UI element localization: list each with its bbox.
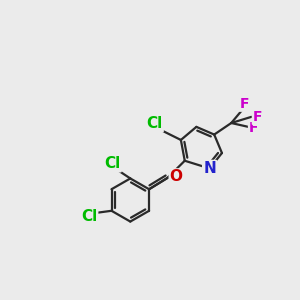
Text: Cl: Cl xyxy=(104,156,121,171)
Text: O: O xyxy=(170,169,183,184)
Text: F: F xyxy=(253,110,262,124)
Text: F: F xyxy=(240,97,249,111)
Text: Cl: Cl xyxy=(146,116,163,131)
Text: Cl: Cl xyxy=(81,209,97,224)
Text: N: N xyxy=(203,161,216,176)
Text: F: F xyxy=(249,121,259,135)
